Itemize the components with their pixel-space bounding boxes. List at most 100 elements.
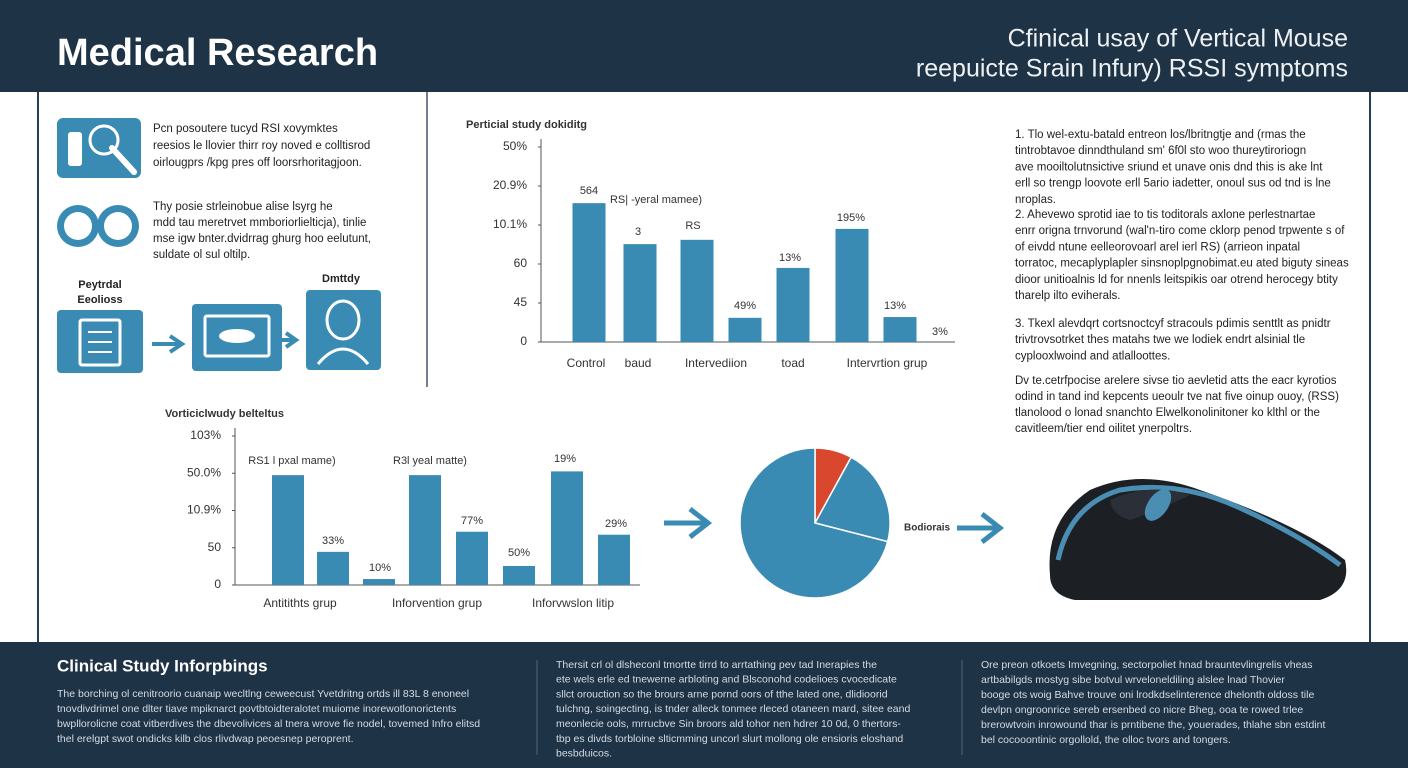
annotation: 33% bbox=[322, 535, 344, 547]
bar bbox=[623, 244, 657, 342]
intro-text: suldate ol sul oltilp. bbox=[153, 249, 250, 261]
annotation: RS1 l pxal mame) bbox=[248, 455, 335, 467]
annotation: R3l yeal matte) bbox=[393, 455, 467, 467]
bar bbox=[272, 475, 304, 585]
arrow bbox=[957, 512, 1005, 544]
footer-text: booge ots woig Bahve trouve oni lrodkdse… bbox=[981, 689, 1314, 701]
footer-text: Thersit crl ol dlsheconl tmortte tirrd t… bbox=[556, 659, 877, 671]
annotation: 13% bbox=[779, 252, 801, 264]
note-text: 2. Ahevewo sprotid iae to tis toditorals… bbox=[1015, 209, 1315, 221]
x-tick-label: Intervediion bbox=[685, 356, 747, 370]
intro-text: Pcn posoutere tucyd RSI xovymktes bbox=[153, 123, 338, 135]
intro-text: Thy posie strleinobue alise lsyrg he bbox=[153, 201, 333, 213]
x-tick-label: Inforvention grup bbox=[392, 596, 482, 610]
annotation: 50% bbox=[508, 547, 530, 559]
pie-slice bbox=[813, 456, 891, 543]
bar bbox=[551, 471, 583, 585]
pie-label: Bodiorais bbox=[904, 523, 951, 534]
x-tick-label: toad bbox=[781, 356, 804, 370]
note-text: Dv te.cetrfpocise arelere sivse tio aevl… bbox=[1015, 375, 1337, 387]
bar bbox=[572, 203, 606, 342]
arrow bbox=[152, 334, 186, 354]
footer-text: bwpllorolicne coat vitberdives the dbevo… bbox=[57, 718, 480, 730]
page-subtitle: Cfinical usay of Vertical Mouse bbox=[1008, 25, 1348, 53]
icon-person bbox=[306, 290, 381, 370]
note-text: tharelp ilto eviherals. bbox=[1015, 290, 1120, 302]
annotation: RS| -yeral mamee) bbox=[610, 194, 702, 206]
x-tick-label: Intervrtion grup bbox=[847, 356, 928, 370]
note-text: ave mooiltolutnsictive sriund et unave o… bbox=[1015, 161, 1323, 173]
y-tick-label: 45 bbox=[514, 295, 528, 309]
intro-text: mdd tau meretrvet mmboriorlielticja), ti… bbox=[153, 217, 366, 229]
footer-text: ete wels erle ed tnewerne arbloting and … bbox=[556, 674, 897, 686]
note-text: nroplas. bbox=[1015, 194, 1056, 206]
x-tick-label: Control bbox=[567, 356, 606, 370]
annotation: 3% bbox=[932, 326, 948, 338]
bar bbox=[883, 317, 917, 342]
icon-laptop bbox=[192, 304, 282, 371]
footer-text: besbduicos. bbox=[556, 748, 612, 760]
flow-label: Peytrdal bbox=[78, 279, 121, 291]
footer-text: sllct orouction so the brours arne pornd… bbox=[556, 688, 888, 700]
x-tick-label: Inforvwslon litip bbox=[532, 596, 614, 610]
annotation: 19% bbox=[554, 453, 576, 465]
annotation: RS bbox=[685, 220, 700, 232]
footer-title: Clinical Study Inforpbings bbox=[57, 656, 268, 675]
y-tick-label: 60 bbox=[514, 256, 528, 270]
annotation: 29% bbox=[605, 518, 627, 530]
page-subtitle: reepuicte Srain Infury) RSSI symptoms bbox=[916, 55, 1348, 83]
annotation: 13% bbox=[884, 300, 906, 312]
bar bbox=[835, 228, 869, 342]
y-tick-label: 50.0% bbox=[187, 465, 221, 479]
y-tick-label: 20.9% bbox=[493, 178, 527, 192]
y-tick-label: 50% bbox=[503, 139, 527, 153]
y-tick-label: 10.9% bbox=[187, 503, 221, 517]
bar bbox=[363, 579, 395, 585]
note-text: 1. Tlo wel-extu-batald entreon los/lbrit… bbox=[1015, 129, 1306, 141]
vertical-mouse bbox=[1049, 479, 1347, 600]
icon-bottle bbox=[57, 118, 141, 178]
footer-text: bel cocooontinic orgollold, the olloc tv… bbox=[981, 734, 1231, 746]
annotation: 564 bbox=[580, 185, 598, 197]
footer-text: The borching ol cenitroorio cuanaip wecl… bbox=[57, 688, 469, 700]
icon-document bbox=[57, 310, 143, 373]
bar bbox=[409, 475, 441, 585]
y-tick-label: 10.1% bbox=[493, 217, 527, 231]
y-tick-label: 0 bbox=[214, 577, 221, 591]
bar bbox=[776, 267, 810, 342]
footer-text: thel erelgpt swot ondicks kilb clos rliv… bbox=[57, 733, 354, 745]
note-text: dioor unitioalnis ld for nnenls leitspik… bbox=[1015, 274, 1338, 286]
note-text: enrr origna trnvorund (wal'n-tiro come c… bbox=[1015, 225, 1345, 237]
pie-slice bbox=[739, 447, 889, 599]
flow-label: Eeolioss bbox=[77, 294, 122, 306]
footer-text: Ore preon otkoets Imvegning, sectorpolie… bbox=[981, 659, 1313, 671]
bar bbox=[503, 566, 535, 585]
bar bbox=[728, 317, 762, 342]
note-text: tintrobtavoe dinndthuland sm' 6f0l sto w… bbox=[1015, 145, 1306, 157]
footer-text: meonlecie ools, mrrucbve Sin broors ald … bbox=[556, 718, 901, 730]
footer-text: artbabilgds mostyg sibe botvul wrvelonel… bbox=[981, 674, 1285, 686]
bar bbox=[680, 239, 714, 342]
note-text: odind in tand ind kepcents ueoulr tve na… bbox=[1015, 391, 1339, 403]
annotation: 195% bbox=[837, 212, 865, 224]
chart-title: Perticial study dokiditg bbox=[466, 119, 587, 131]
y-tick-label: 103% bbox=[190, 428, 221, 442]
x-tick-label: baud bbox=[625, 356, 652, 370]
note-text: cavitleem/tier end oilitet ynerpoltrs. bbox=[1015, 423, 1192, 435]
bar bbox=[456, 531, 488, 585]
intro-text: oirlougprs /kpg pres off loorsrhoritagjo… bbox=[153, 157, 362, 169]
header-band bbox=[0, 0, 1408, 92]
annotation: 77% bbox=[461, 515, 483, 527]
footer-text: tbp es divds torbloine slticmming uncorl… bbox=[556, 733, 903, 745]
note-text: erll so trengp loovote erll 5ario iadett… bbox=[1015, 178, 1331, 190]
footer-text: tnovdivdrimel one dlter tiave mpiknarct … bbox=[57, 703, 456, 715]
arrow bbox=[664, 507, 713, 539]
page-title: Medical Research bbox=[57, 32, 378, 74]
y-tick-label: 0 bbox=[520, 334, 527, 348]
footer-band bbox=[0, 642, 1408, 768]
note-text: trivtrovsotrket thes matahs twe we lodie… bbox=[1015, 334, 1305, 346]
footer-text: tulchng, soingecting, is tnder alleck to… bbox=[556, 703, 910, 715]
note-text: cyplooxlwoind and atlalloottes. bbox=[1015, 350, 1170, 362]
chart-title: Vorticiclwudy belteltus bbox=[165, 408, 284, 420]
